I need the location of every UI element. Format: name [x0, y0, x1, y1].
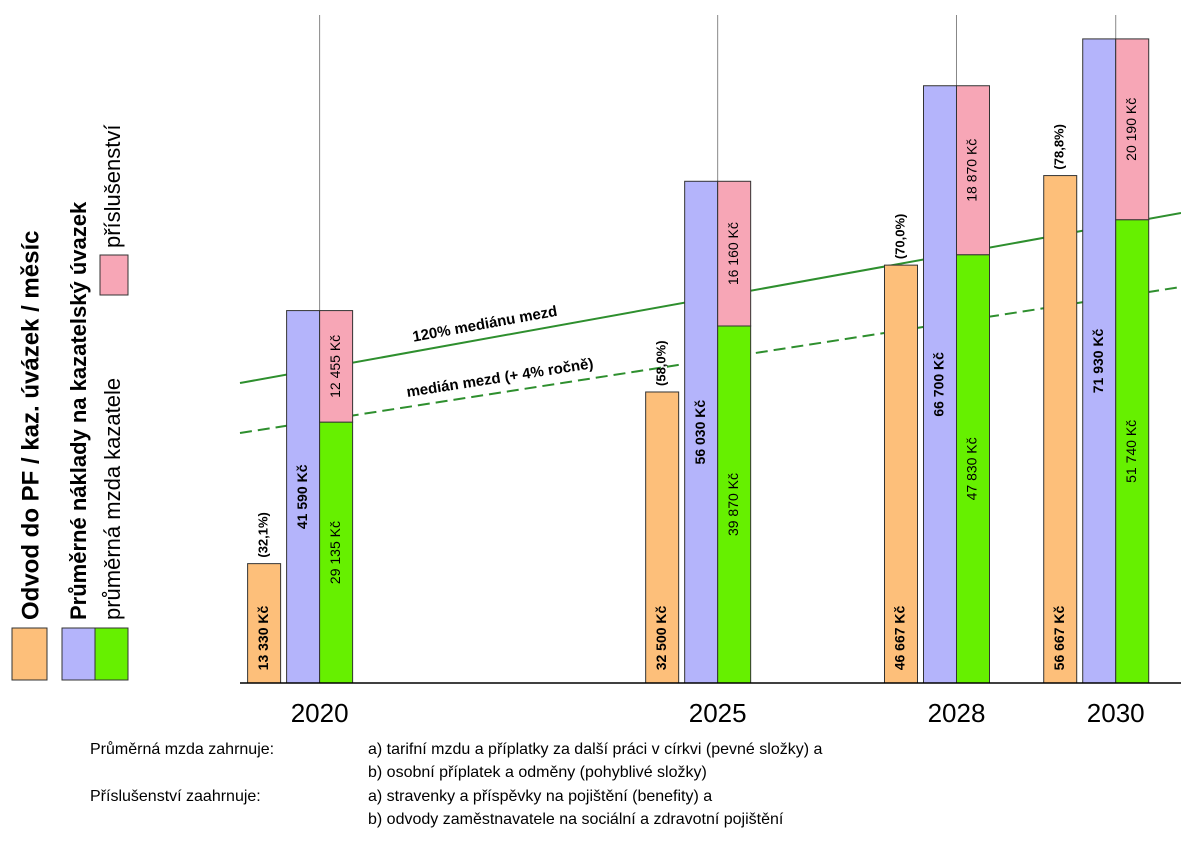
- legend-label: příslušenství: [100, 125, 125, 249]
- note-line: b) osobní příplatek a odměny (pohyblivé …: [368, 764, 707, 781]
- bar-value-label: 32 500 Kč: [653, 605, 669, 670]
- x-tick-label: 2025: [689, 698, 747, 728]
- x-tick-label: 2020: [291, 698, 349, 728]
- bar: [922, 85, 957, 684]
- bar-value-label: 13 330 Kč: [255, 605, 271, 670]
- bar-value-label: 56 030 Kč: [692, 400, 708, 465]
- bar-value-label: 66 700 Kč: [931, 352, 947, 417]
- bar-value-label: 20 190 Kč: [1123, 98, 1139, 161]
- bar-value-label: 41 590 Kč: [294, 464, 310, 529]
- bar: [1115, 38, 1150, 221]
- legend-label: Průměrné náklady na kazatelský úvazek: [66, 201, 91, 620]
- bar-value-label: 29 135 Kč: [327, 521, 343, 584]
- legend-swatch: [94, 627, 129, 681]
- legend-label: průměrná mzda kazatele: [100, 378, 125, 620]
- bar: [684, 180, 719, 684]
- bar: [717, 180, 752, 327]
- bar-value-label: 56 667 Kč: [1051, 605, 1067, 670]
- reference-line-label: medián mezd (+ 4% ročně): [405, 355, 594, 401]
- bar: [883, 264, 918, 684]
- legend-label: Odvod do PF / kaz. úvázek / měsíc: [17, 231, 44, 620]
- bar-value-label: 39 870 Kč: [725, 473, 741, 536]
- bar-value-label: 12 455 Kč: [327, 335, 343, 398]
- bar-value-label: 47 830 Kč: [964, 437, 980, 500]
- bar-value-label: 46 667 Kč: [892, 605, 908, 670]
- percent-label: (70,0%): [892, 214, 907, 260]
- x-tick-label: 2028: [928, 698, 986, 728]
- x-tick-label: 2030: [1087, 698, 1145, 728]
- legend-swatch: [99, 254, 129, 296]
- percent-label: (58,0%): [654, 340, 669, 386]
- note-label: Průměrná mzda zahrnuje:: [90, 740, 274, 758]
- bar-value-label: 71 930 Kč: [1090, 328, 1106, 393]
- percent-label: (32,1%): [256, 512, 271, 558]
- percent-label: (78,8%): [1052, 124, 1067, 170]
- bar-value-label: 16 160 Kč: [725, 222, 741, 285]
- note-label: Příslušenství zaahrnuje:: [90, 788, 261, 805]
- legend-swatch: [61, 627, 96, 681]
- bar: [1082, 38, 1117, 684]
- bar-value-label: 51 740 Kč: [1123, 420, 1139, 483]
- bar: [1115, 219, 1150, 684]
- bar-value-label: 18 870 Kč: [964, 139, 980, 202]
- note-line: a) tarifní mzdu a příplatky za další prá…: [368, 741, 822, 758]
- bar: [955, 85, 990, 256]
- bar: [319, 310, 354, 423]
- bar: [247, 563, 282, 684]
- note-line: a) stravenky a příspěvky na pojištění (b…: [368, 788, 712, 805]
- legend-swatch: [11, 627, 48, 681]
- note-line: b) odvody zaměstnavatele na sociální a z…: [368, 811, 784, 828]
